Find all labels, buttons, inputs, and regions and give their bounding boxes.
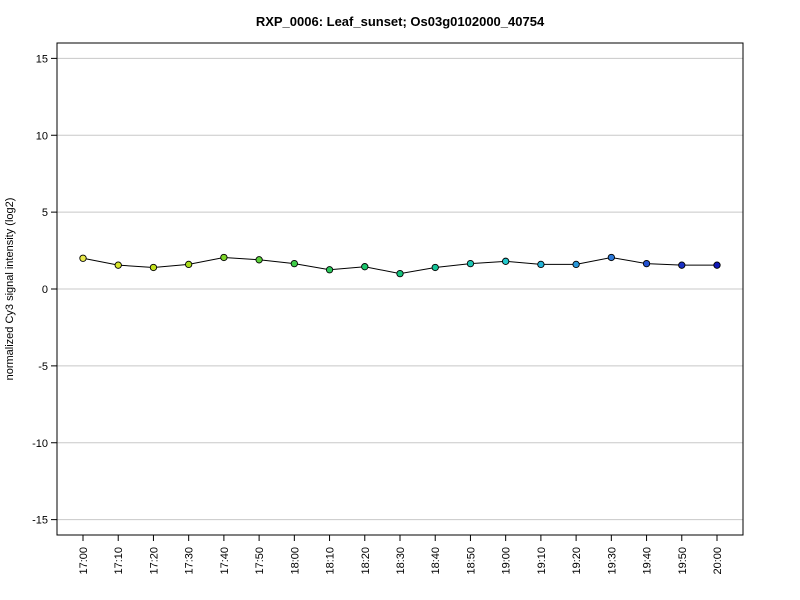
series: [79, 253, 721, 278]
chart-title: RXP_0006: Leaf_sunset; Os03g0102000_4075…: [256, 14, 545, 29]
data-point: [255, 256, 263, 264]
data-point: [290, 259, 298, 268]
y-tick-label: 10: [36, 130, 48, 142]
x-tick-label: 18:10: [325, 547, 337, 575]
y-tick-label: 0: [42, 284, 48, 296]
plot-frame: [56, 42, 744, 536]
data-point: [220, 253, 228, 262]
x-tick-label: 18:30: [395, 547, 407, 575]
x-tick-label: 19:10: [536, 547, 548, 575]
y-axis: -15 -10 -5 0 5 10 15: [32, 53, 57, 527]
x-tick-label: 19:20: [571, 547, 583, 575]
x-tick-label: 17:00: [78, 547, 90, 575]
data-point: [713, 261, 721, 269]
y-tick-label: 5: [42, 207, 48, 219]
data-point: [607, 253, 615, 262]
data-point: [114, 261, 122, 269]
data-point: [361, 263, 369, 271]
y-tick-label: -10: [32, 438, 48, 450]
data-point: [149, 263, 158, 272]
x-tick-label: 19:40: [642, 547, 654, 575]
x-tick-label: 18:40: [430, 547, 442, 575]
x-tick-label: 18:50: [465, 547, 477, 575]
y-axis-label: normalized Cy3 signal intensity (log2): [4, 198, 16, 381]
data-point: [431, 263, 439, 272]
data-point: [537, 260, 545, 269]
data-point: [572, 260, 580, 269]
x-tick-label: 19:00: [501, 547, 513, 575]
data-point: [185, 260, 193, 269]
x-tick-label: 19:50: [677, 547, 689, 575]
x-tick-label: 18:20: [360, 547, 372, 575]
x-tick-label: 17:40: [219, 547, 231, 575]
x-tick-label: 17:50: [254, 547, 266, 575]
y-tick-label: -15: [32, 515, 48, 527]
data-point: [79, 254, 87, 262]
x-tick-label: 17:30: [184, 547, 196, 575]
data-point: [642, 259, 651, 268]
x-tick-label: 19:30: [606, 547, 618, 575]
data-point: [466, 259, 475, 268]
x-tick-label: 18:00: [289, 547, 301, 575]
gridlines: [57, 57, 743, 521]
data-point: [325, 266, 334, 274]
x-tick-label: 17:20: [148, 547, 160, 575]
y-tick-label: -5: [38, 361, 48, 373]
data-point: [678, 261, 686, 269]
data-point: [502, 257, 510, 265]
x-tick-label: 17:10: [113, 547, 125, 575]
y-tick-label: 15: [36, 53, 48, 65]
x-axis: 17:00 17:10 17:20 17:30 17:40 17:50 18:00 18:10…: [78, 535, 724, 575]
x-tick-label: 20:00: [712, 547, 724, 575]
data-point: [396, 269, 404, 278]
